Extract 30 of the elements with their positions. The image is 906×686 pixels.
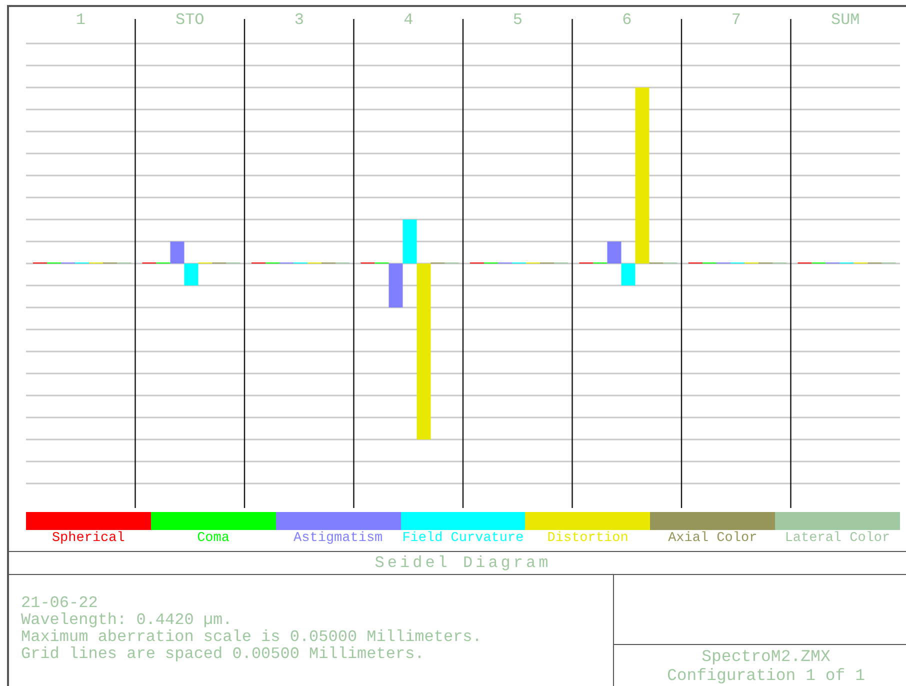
text: Seidel Diagram: [374, 554, 552, 572]
text: Lateral Color: [784, 531, 890, 547]
bar: [402, 220, 417, 264]
bar: [621, 264, 636, 286]
bar: [388, 264, 403, 308]
text: Wavelength: 0.4420 µm.: [21, 611, 234, 629]
bar: [635, 88, 650, 264]
text: Spherical: [52, 531, 125, 547]
x-tick-label: 1: [76, 11, 86, 29]
text: Coma: [197, 531, 230, 547]
bar: [170, 242, 184, 264]
x-tick-label: SUM: [830, 11, 860, 29]
text: SpectroM2.ZMX: [700, 647, 832, 666]
text: Distortion: [547, 531, 628, 547]
text: Axial Color: [668, 531, 758, 547]
x-tick-label: 6: [622, 11, 632, 29]
bar: [184, 264, 198, 286]
x-tick-label: 5: [512, 11, 522, 29]
text: Grid lines are spaced 0.00500 Millimeters.: [21, 645, 426, 663]
text: Field Curvature: [402, 531, 524, 547]
text: Astigmatism: [294, 531, 383, 547]
x-tick-label: 3: [294, 11, 304, 29]
bar: [416, 264, 431, 440]
x-tick-label: 4: [404, 11, 414, 29]
text: Maximum aberration scale is 0.05000 Millimeters.: [21, 628, 482, 646]
x-tick-label: 7: [731, 11, 741, 29]
text: 21-06-22: [21, 594, 99, 612]
bar: [607, 242, 622, 264]
text: Configuration 1 of 1: [666, 666, 866, 685]
x-tick-label: STO: [175, 11, 204, 29]
